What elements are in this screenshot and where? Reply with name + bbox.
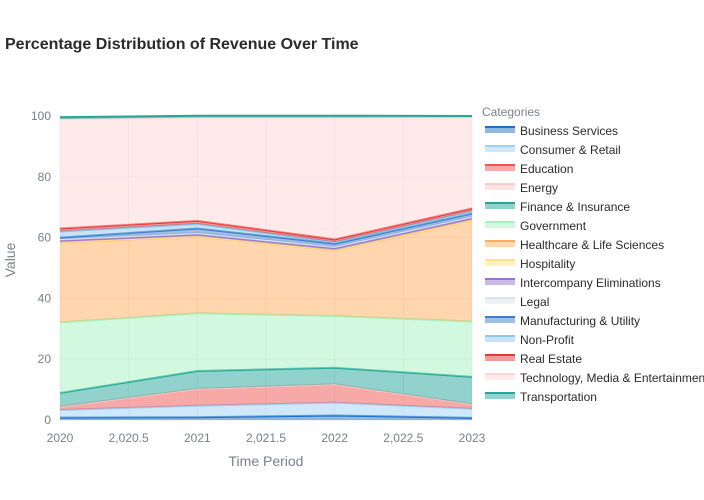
legend-item-finance-insurance[interactable]: Finance & Insurance	[485, 200, 630, 214]
legend-swatch	[485, 183, 515, 190]
legend-label: Government	[520, 219, 587, 233]
legend-item-transportation[interactable]: Transportation	[485, 390, 597, 404]
x-tick-label: 2023	[459, 431, 486, 445]
legend-swatch	[485, 240, 515, 247]
area-real-estate	[60, 208, 472, 243]
legend-swatch	[485, 164, 515, 171]
x-tick-label: 2,022.5	[383, 431, 423, 445]
area-healthcare-life-sciences	[60, 220, 472, 323]
y-tick-label: 100	[31, 109, 51, 123]
area-legal	[60, 216, 472, 249]
legend-swatch	[485, 297, 515, 304]
legend-swatch	[485, 126, 515, 133]
legend-item-hospitality[interactable]: Hospitality	[485, 257, 575, 271]
x-tick-label: 2022	[321, 431, 348, 445]
legend-swatch	[485, 316, 515, 323]
legend-item-business-services[interactable]: Business Services	[485, 124, 618, 138]
line-transportation	[59, 114, 473, 119]
legend-label: Education	[520, 162, 573, 176]
legend-item-legal[interactable]: Legal	[485, 295, 549, 309]
y-tick-label: 0	[44, 413, 51, 427]
x-axis-ticks: 2020 2,020.5 2021 2,021.5 2022 2,022.5 2023	[47, 431, 486, 445]
legend-swatch	[485, 354, 515, 361]
legend-swatch	[485, 335, 515, 342]
area-non-profit	[60, 211, 472, 244]
legend-swatch	[485, 278, 515, 285]
legend-item-consumer-retail[interactable]: Consumer & Retail	[485, 143, 621, 157]
legend-item-healthcare-life-sciences[interactable]: Healthcare & Life Sciences	[485, 238, 664, 252]
legend-label: Finance & Insurance	[520, 200, 630, 214]
legend-label: Real Estate	[520, 352, 582, 366]
legend-label: Consumer & Retail	[520, 143, 621, 157]
legend-label: Business Services	[520, 124, 618, 138]
x-axis-title: Time Period	[229, 453, 304, 469]
x-tick-label: 2,020.5	[109, 431, 149, 445]
legend-label: Non-Profit	[520, 333, 575, 347]
y-tick-label: 60	[38, 231, 52, 245]
legend-item-government[interactable]: Government	[485, 219, 587, 233]
y-tick-label: 40	[38, 291, 52, 305]
line-energy	[59, 383, 473, 408]
legend-title: Categories	[482, 105, 540, 119]
legend-label: Hospitality	[520, 257, 575, 271]
stacked-areas	[59, 114, 473, 420]
legend-label: Manufacturing & Utility	[520, 314, 640, 328]
chart-title: Percentage Distribution of Revenue Over …	[5, 36, 359, 53]
legend-label: Legal	[520, 295, 549, 309]
legend-label: Energy	[520, 181, 558, 195]
legend-swatch	[485, 202, 515, 209]
area-government	[60, 313, 472, 393]
x-tick-label: 2021	[184, 431, 211, 445]
legend: Categories Business Services Consumer & R…	[482, 105, 704, 404]
legend-item-non-profit[interactable]: Non-Profit	[485, 333, 575, 347]
y-axis-ticks: 0 20 40 60 80 100	[31, 109, 51, 427]
legend-item-education[interactable]: Education	[485, 162, 573, 176]
legend-swatch	[485, 392, 515, 399]
legend-label: Transportation	[520, 390, 597, 404]
legend-swatch	[485, 373, 515, 380]
legend-item-energy[interactable]: Energy	[485, 181, 558, 195]
legend-item-manufacturing-utility[interactable]: Manufacturing & Utility	[485, 314, 640, 328]
legend-label: Technology, Media & Entertainment	[520, 371, 704, 385]
y-tick-label: 80	[38, 170, 52, 184]
area-consumer-retail	[60, 402, 472, 418]
legend-label: Intercompany Eliminations	[520, 276, 661, 290]
x-tick-label: 2,021.5	[246, 431, 286, 445]
legend-item-real-estate[interactable]: Real Estate	[485, 352, 582, 366]
area-intercompany-eliminations	[60, 218, 472, 251]
area-technology-media-entertainment	[60, 117, 472, 240]
legend-label: Healthcare & Life Sciences	[520, 238, 664, 252]
legend-swatch	[485, 259, 515, 266]
y-tick-label: 20	[38, 352, 52, 366]
legend-item-intercompany-eliminations[interactable]: Intercompany Eliminations	[485, 276, 661, 290]
legend-swatch	[485, 145, 515, 152]
area-manufacturing-utility	[60, 213, 472, 247]
y-axis-title: Value	[2, 242, 18, 277]
area-education	[60, 384, 472, 410]
legend-swatch	[485, 221, 515, 228]
legend-item-technology-media-entertainment[interactable]: Technology, Media & Entertainment	[485, 371, 704, 385]
x-tick-label: 2020	[47, 431, 74, 445]
